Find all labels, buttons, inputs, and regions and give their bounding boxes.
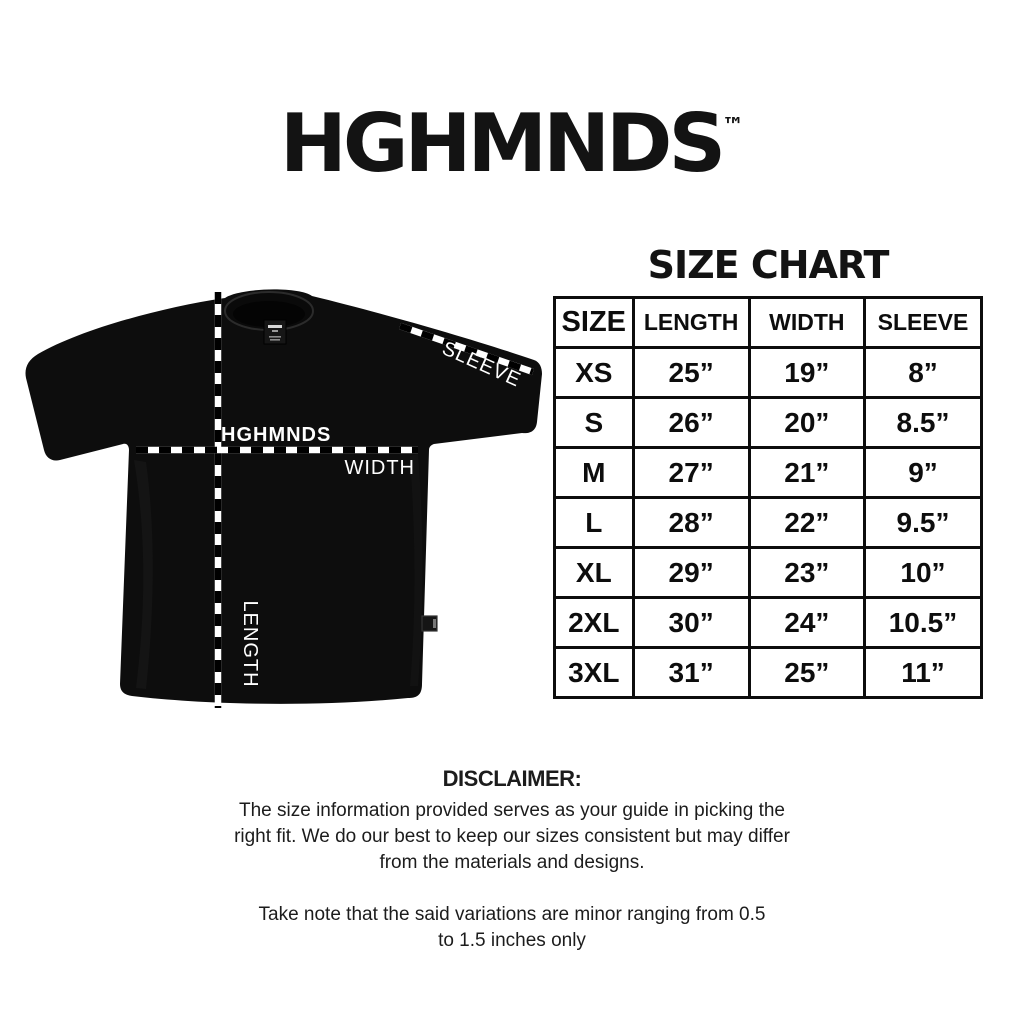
sleeve-value-cell: 8.5”	[862, 396, 984, 449]
width-value-cell: 22”	[747, 496, 866, 549]
size-chart-section: SIZE CHART SIZE LENGTH WIDTH SLEEVE XS 25” 19…	[553, 243, 984, 699]
size-label-cell: 3XL	[553, 646, 635, 699]
size-table-body: XS 25” 19” 8” S 26” 20” 8.5” M 27” 21” 9” L 28” 22” 9.5…	[553, 346, 984, 699]
length-value-cell: 30”	[631, 596, 751, 649]
brand-logo-text: HGHMNDS	[279, 97, 726, 190]
fabric-fold-highlight-2	[410, 454, 423, 686]
sleeve-measure-line	[398, 322, 535, 376]
size-row-xl: XL 29” 23” 10”	[553, 546, 984, 599]
width-value-cell: 23”	[747, 546, 866, 599]
side-hem-tag	[421, 615, 438, 632]
width-value-cell: 24”	[747, 596, 866, 649]
disclaimer-heading: DISCLAIMER:	[442, 766, 582, 791]
size-label-cell: S	[553, 396, 635, 449]
width-label: WIDTH	[344, 457, 415, 479]
disclaimer-section: DISCLAIMER: The size information provide…	[0, 766, 1024, 954]
brand-header: HGHMNDS™	[0, 104, 1024, 184]
column-header-sleeve: SLEEVE	[862, 296, 984, 349]
column-header-width: WIDTH	[747, 296, 866, 349]
length-value-cell: 26”	[631, 396, 751, 449]
sleeve-value-cell: 10.5”	[862, 596, 984, 649]
size-table-head: SIZE LENGTH WIDTH SLEEVE	[553, 296, 984, 349]
width-value-cell: 19”	[747, 346, 866, 399]
width-value-cell: 20”	[747, 396, 866, 449]
size-table: SIZE LENGTH WIDTH SLEEVE XS 25” 19” 8” S 26” 20” 8…	[553, 296, 984, 699]
column-header-size: SIZE	[553, 296, 635, 349]
size-row-l: L 28” 22” 9.5”	[553, 496, 984, 549]
length-value-cell: 25”	[631, 346, 751, 399]
size-label-cell: XL	[553, 546, 635, 599]
size-row-s: S 26” 20” 8.5”	[553, 396, 984, 449]
size-label-cell: L	[553, 496, 635, 549]
size-table-header-row: SIZE LENGTH WIDTH SLEEVE	[553, 296, 984, 349]
sleeve-value-cell: 10”	[862, 546, 984, 599]
size-row-2xl: 2XL 30” 24” 10.5”	[553, 596, 984, 649]
length-label: LENGTH	[239, 600, 261, 687]
disclaimer-paragraph-1: The size information provided serves as …	[234, 800, 790, 873]
length-value-cell: 31”	[631, 646, 751, 699]
size-row-xs: XS 25” 19” 8”	[553, 346, 984, 399]
size-row-3xl: 3XL 31” 25” 11”	[553, 646, 984, 699]
length-value-cell: 27”	[631, 446, 751, 499]
width-value-cell: 21”	[747, 446, 866, 499]
length-value-cell: 28”	[631, 496, 751, 549]
sleeve-value-cell: 8”	[862, 346, 984, 399]
size-label-cell: M	[553, 446, 635, 499]
width-value-cell: 25”	[747, 646, 866, 699]
tshirt-illustration: HGHMNDS WIDTH SLEEVE LENGTH	[25, 289, 542, 708]
size-label-cell: 2XL	[553, 596, 635, 649]
sleeve-value-cell: 9”	[862, 446, 984, 499]
trademark-symbol: ™	[722, 114, 745, 139]
size-row-m: M 27” 21” 9”	[553, 446, 984, 499]
length-value-cell: 29”	[631, 546, 751, 599]
size-label-cell: XS	[553, 346, 635, 399]
shirt-measurement-diagram: HGHMNDS WIDTH SLEEVE LENGTH	[18, 284, 544, 714]
chest-logo-print: HGHMNDS	[221, 424, 331, 446]
sleeve-value-cell: 9.5”	[862, 496, 984, 549]
collar-opening	[233, 301, 305, 327]
sleeve-value-cell: 11”	[862, 646, 984, 699]
tshirt-body-shape	[25, 289, 542, 704]
disclaimer-paragraph-2: Take note that the said variations are m…	[258, 904, 766, 951]
neck-tag	[263, 319, 287, 345]
fabric-fold-highlight	[134, 460, 153, 689]
column-header-length: LENGTH	[631, 296, 751, 349]
size-chart-title: SIZE CHART	[647, 243, 890, 287]
